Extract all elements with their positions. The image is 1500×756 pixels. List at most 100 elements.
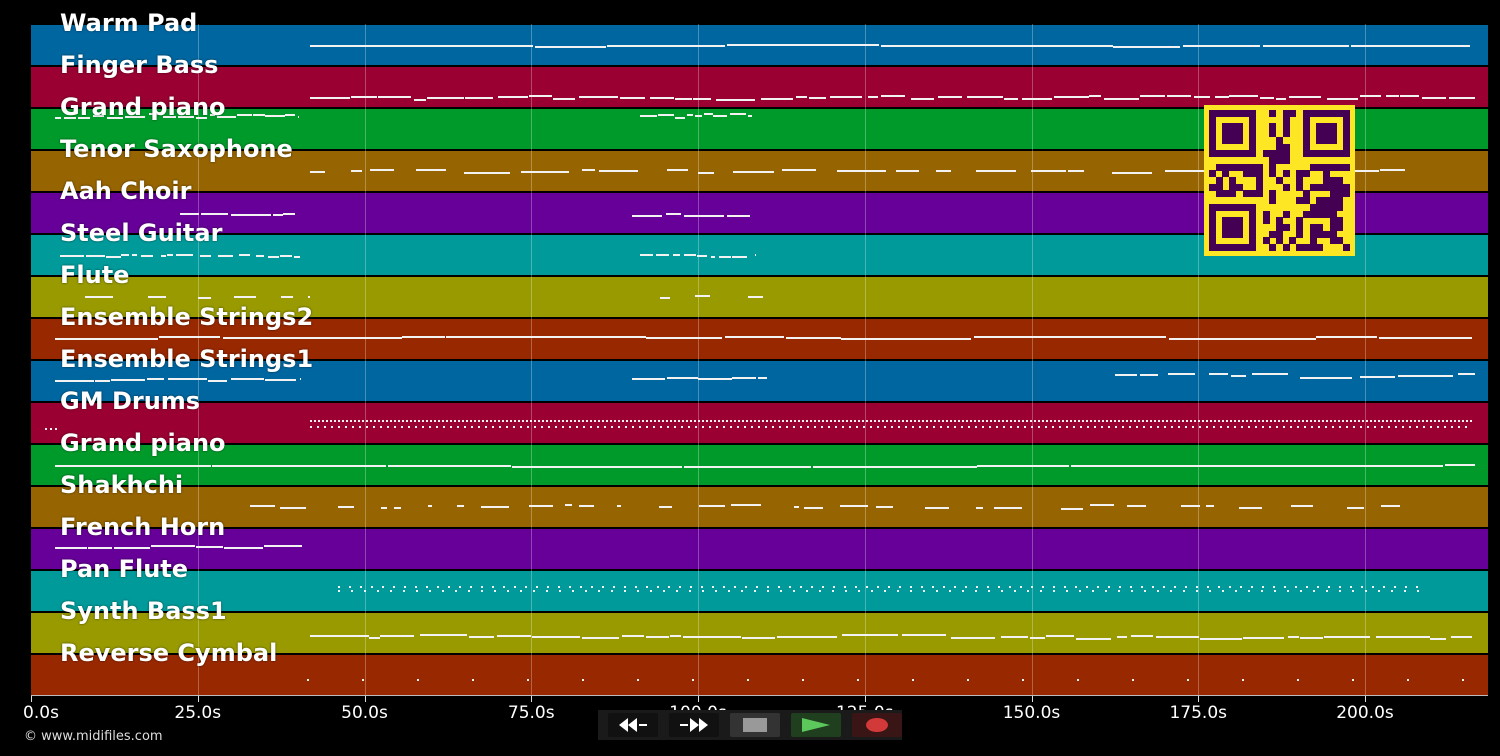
note (1381, 426, 1383, 428)
note (1353, 426, 1355, 428)
qr-module (1282, 130, 1290, 138)
note (1276, 98, 1287, 100)
note (284, 114, 295, 116)
track-label: GM Drums (60, 387, 201, 415)
note (146, 378, 165, 380)
qr-module (1302, 170, 1310, 178)
note (264, 545, 302, 547)
note (617, 505, 622, 507)
note (1154, 420, 1156, 422)
note (546, 420, 548, 422)
qr-module (1235, 244, 1243, 252)
stop-button[interactable] (730, 713, 780, 737)
track-lane[interactable] (31, 571, 1488, 611)
qr-module (1322, 110, 1330, 118)
rewind-button[interactable] (608, 713, 658, 737)
gridline (197, 24, 199, 696)
qr-module (1215, 190, 1223, 198)
note (322, 420, 324, 422)
note (1068, 170, 1085, 172)
note (940, 426, 942, 428)
note (1287, 636, 1300, 638)
qr-module (1309, 203, 1317, 211)
note (576, 426, 578, 428)
note (1398, 375, 1454, 377)
note (722, 420, 724, 422)
qr-module (1309, 237, 1317, 245)
note (846, 420, 848, 422)
note (1268, 465, 1444, 467)
note (468, 590, 470, 592)
qr-module (1316, 203, 1324, 211)
note (525, 586, 527, 588)
track-lane[interactable] (31, 361, 1488, 401)
note (531, 636, 581, 638)
note (542, 420, 544, 422)
time-axis-line (31, 695, 1488, 696)
note (1075, 638, 1112, 640)
note (1361, 586, 1363, 588)
note (734, 586, 736, 588)
note (490, 420, 492, 422)
note (687, 114, 693, 116)
note (837, 170, 886, 172)
qr-module (1336, 217, 1344, 225)
note (744, 426, 746, 428)
note (840, 505, 869, 507)
track-lane[interactable] (31, 529, 1488, 569)
note (728, 590, 730, 592)
track-lane[interactable] (31, 655, 1488, 695)
qr-module (1249, 136, 1257, 144)
note (996, 426, 998, 428)
note (624, 590, 626, 592)
note (715, 590, 717, 592)
note (502, 420, 504, 422)
note (492, 426, 494, 428)
qr-module (1302, 136, 1310, 144)
note (822, 586, 824, 588)
note (877, 586, 879, 588)
record-button[interactable] (852, 713, 902, 737)
note (350, 170, 362, 172)
note (832, 590, 834, 592)
qr-module (1336, 150, 1344, 158)
track-lane[interactable] (31, 487, 1488, 527)
note (106, 117, 124, 119)
track-lane[interactable] (31, 403, 1488, 443)
note (902, 420, 904, 422)
qr-module (1309, 183, 1317, 191)
note (1017, 426, 1019, 428)
note (386, 420, 388, 422)
qr-module (1222, 170, 1230, 178)
qr-module (1316, 163, 1324, 171)
qr-module (1302, 130, 1310, 138)
note (770, 420, 772, 422)
note (966, 420, 968, 422)
note (974, 45, 1113, 47)
note (982, 426, 984, 428)
note (716, 99, 756, 101)
note (450, 426, 452, 428)
note (478, 420, 480, 422)
note (554, 420, 556, 422)
note (1030, 420, 1032, 422)
note (1170, 420, 1172, 422)
note (1009, 586, 1011, 588)
qr-module (1322, 183, 1330, 191)
qr-module (1222, 244, 1230, 252)
play-button[interactable] (791, 713, 841, 737)
qr-module (1249, 170, 1257, 178)
note (858, 590, 860, 592)
note (737, 426, 739, 428)
track-lane[interactable] (31, 613, 1488, 653)
note (599, 170, 638, 172)
note (182, 254, 193, 256)
note (624, 586, 626, 588)
qr-module (1269, 197, 1277, 205)
qr-code[interactable] (1204, 105, 1355, 256)
note (1391, 590, 1393, 592)
note (683, 215, 724, 217)
note (886, 420, 888, 422)
track-lane[interactable] (31, 67, 1488, 107)
fast-forward-button[interactable] (669, 713, 719, 737)
